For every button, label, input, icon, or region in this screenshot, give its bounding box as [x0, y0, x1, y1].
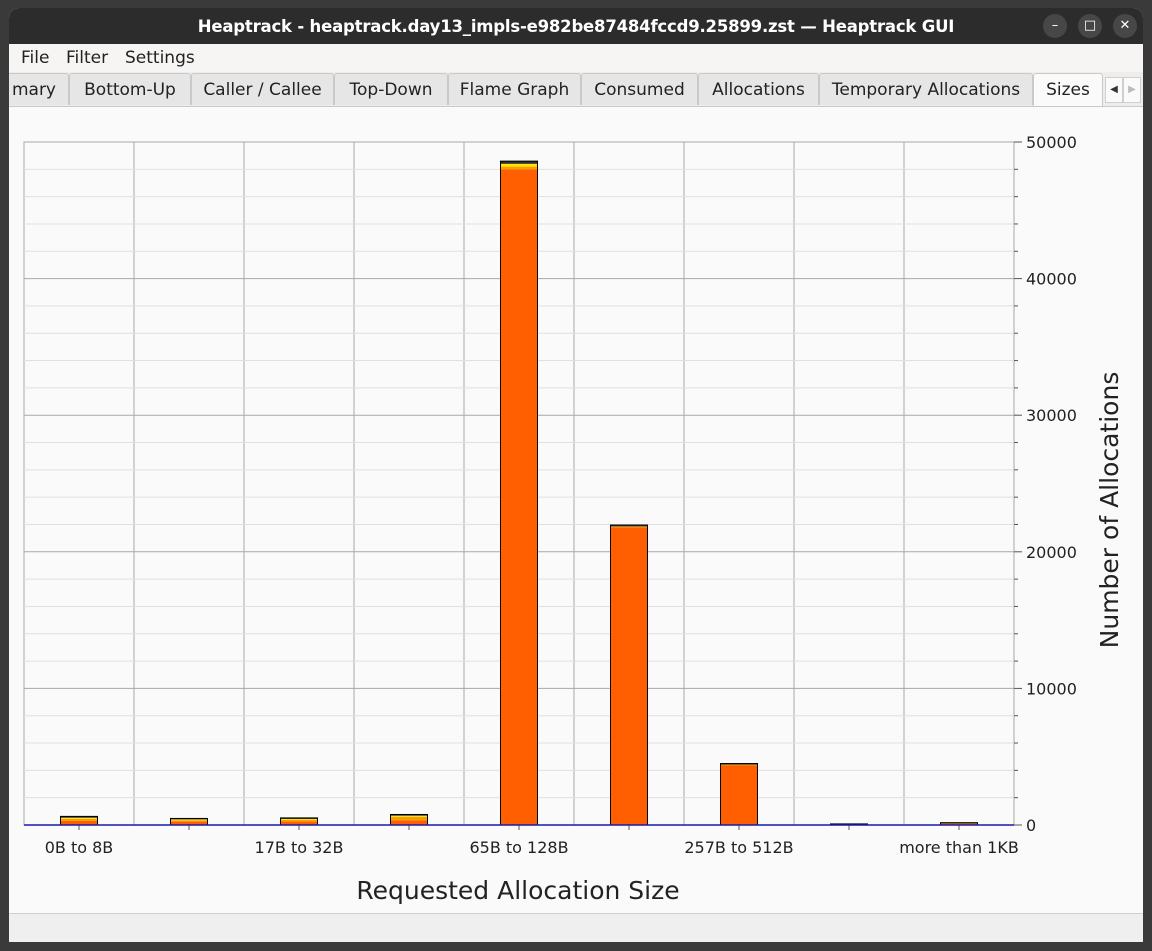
x-tick-label: 17B to 32B	[255, 838, 344, 857]
app-window: Heaptrack - heaptrack.day13_impls-e982be…	[9, 8, 1143, 942]
bar-segment	[720, 764, 758, 825]
tab-allocations[interactable]: Allocations	[698, 73, 819, 105]
y-tick-label: 40000	[1026, 270, 1077, 289]
title-bar: Heaptrack - heaptrack.day13_impls-e982be…	[9, 8, 1143, 44]
bar-segment	[610, 525, 648, 527]
x-tick-label: 65B to 128B	[469, 838, 568, 857]
tab-flame-graph[interactable]: Flame Graph	[448, 73, 581, 105]
allocation-size-chart: 0B to 8B 17B to 32B 65B to 128B 257B to 512…	[23, 133, 1124, 905]
tab-caller-callee[interactable]: Caller / Callee	[191, 73, 334, 105]
bar-segment	[720, 764, 758, 766]
tab-bottom-up[interactable]: Bottom-Up	[69, 73, 191, 105]
menu-file[interactable]: File	[21, 48, 50, 68]
bar-segment	[500, 169, 538, 825]
minimize-button[interactable]: –	[1043, 14, 1067, 38]
x-axis-title: Requested Allocation Size	[356, 876, 679, 905]
menu-filter[interactable]: Filter	[66, 48, 109, 68]
status-bar	[9, 913, 1143, 942]
bar-segment	[610, 526, 648, 528]
y-tick-label: 50000	[1026, 133, 1077, 152]
y-tick-label: 20000	[1026, 543, 1077, 562]
y-axis-title: Number of Allocations	[1095, 372, 1124, 649]
bar-segment	[280, 821, 318, 825]
y-tick-label: 30000	[1026, 406, 1077, 425]
x-tick-label: 0B to 8B	[45, 838, 114, 857]
close-button[interactable]: ✕	[1113, 14, 1137, 38]
tab-sizes[interactable]: Sizes	[1033, 73, 1103, 106]
bar-segment	[170, 819, 208, 821]
tab-consumed[interactable]: Consumed	[581, 73, 698, 105]
tab-summary[interactable]: mary	[9, 73, 69, 105]
window-title: Heaptrack - heaptrack.day13_impls-e982be…	[197, 17, 955, 36]
tab-top-down[interactable]: Top-Down	[334, 73, 448, 105]
bar-segment	[940, 823, 978, 825]
bar-segment	[720, 763, 758, 765]
bar-segment	[60, 817, 98, 819]
bar-segment	[60, 816, 98, 818]
y-tick-label: 10000	[1026, 679, 1077, 698]
bar-segment	[500, 161, 538, 164]
bar-segment	[390, 814, 428, 816]
menu-bar: File Filter Settings	[9, 44, 1143, 73]
maximize-button[interactable]: □	[1078, 14, 1102, 38]
bar-segment	[390, 815, 428, 817]
bar-segment	[60, 820, 98, 825]
bar-segment	[390, 816, 428, 821]
y-tick-label: 0	[1026, 816, 1036, 835]
bar-segment	[500, 163, 538, 167]
bar-segment	[170, 821, 208, 825]
bar-segment	[280, 817, 318, 819]
bar-segment	[610, 527, 648, 825]
menu-settings[interactable]: Settings	[125, 48, 195, 68]
bar-segment	[60, 818, 98, 821]
x-tick-label: 257B to 512B	[684, 838, 793, 857]
bar-segment	[280, 819, 318, 822]
tab-scroll-right-icon[interactable]: ▶	[1123, 77, 1141, 103]
tab-scroll-left-icon[interactable]: ◀	[1105, 77, 1123, 103]
bar-segment	[280, 818, 318, 820]
sizes-chart-panel: 0B to 8B 17B to 32B 65B to 128B 257B to 512…	[9, 107, 1143, 913]
tab-bar: mary Bottom-Up Caller / Callee Top-Down …	[9, 72, 1143, 107]
x-tick-label: more than 1KB	[899, 838, 1019, 857]
bar-segment	[500, 166, 538, 170]
bar-segment	[390, 820, 428, 825]
tab-temporary-allocations[interactable]: Temporary Allocations	[819, 73, 1033, 105]
bar-segment	[170, 820, 208, 822]
